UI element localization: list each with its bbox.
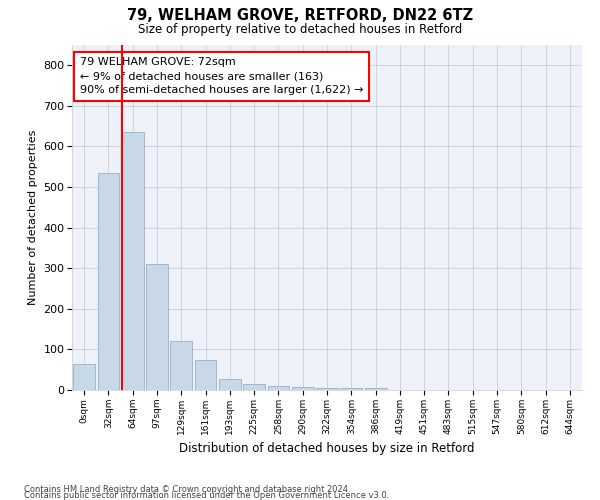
Bar (122, 132, 143, 390)
Bar (340, 388, 362, 390)
Bar (170, 342, 192, 390)
Bar (97, 173, 119, 390)
Bar (365, 388, 386, 390)
Text: Contains public sector information licensed under the Open Government Licence v3: Contains public sector information licen… (24, 491, 389, 500)
Bar (243, 384, 265, 390)
Bar (268, 386, 289, 390)
Text: Contains HM Land Registry data © Crown copyright and database right 2024.: Contains HM Land Registry data © Crown c… (24, 485, 350, 494)
Bar (316, 388, 338, 390)
Bar (292, 387, 314, 390)
Bar (219, 378, 241, 390)
Bar (73, 364, 95, 390)
Text: 79 WELHAM GROVE: 72sqm
← 9% of detached houses are smaller (163)
90% of semi-det: 79 WELHAM GROVE: 72sqm ← 9% of detached … (80, 57, 363, 95)
Text: 79, WELHAM GROVE, RETFORD, DN22 6TZ: 79, WELHAM GROVE, RETFORD, DN22 6TZ (127, 8, 473, 22)
X-axis label: Distribution of detached houses by size in Retford: Distribution of detached houses by size … (179, 442, 475, 456)
Bar (194, 360, 217, 390)
Bar (146, 264, 168, 390)
Y-axis label: Number of detached properties: Number of detached properties (28, 130, 38, 305)
Text: Size of property relative to detached houses in Retford: Size of property relative to detached ho… (138, 22, 462, 36)
